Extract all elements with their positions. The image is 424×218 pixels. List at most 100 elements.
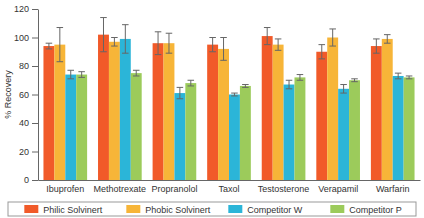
tick-label: Verapamil: [318, 184, 358, 194]
error-bar: [57, 28, 64, 62]
bar: [240, 86, 251, 180]
tick-label: Ibuprofen: [46, 184, 84, 194]
tick: 80: [19, 61, 38, 71]
legend-swatch: [228, 205, 242, 213]
error-bar: [395, 73, 402, 79]
tick: Ibuprofen: [46, 180, 84, 194]
tick-label: Propranolol: [151, 184, 197, 194]
tick-label: Warfarin: [376, 184, 410, 194]
tick-mark: [32, 95, 38, 96]
error-bar: [384, 35, 391, 44]
error-bar: [67, 70, 74, 79]
series: [76, 70, 414, 180]
legend-frame: [8, 202, 416, 216]
bar: [273, 45, 284, 180]
error-bar: [122, 25, 129, 54]
legend-label: Competitor P: [349, 205, 402, 215]
legend: Philic SolvinertPhobic SolvinertCompetit…: [8, 202, 416, 216]
error-bar: [111, 38, 118, 47]
legend-label: Competitor W: [247, 205, 303, 215]
tick-label: Methotrexate: [94, 184, 147, 194]
bar: [164, 43, 175, 180]
plot: 0 20 40 60 80 100 120 Ibuprofen Methotrexate Prop…: [14, 4, 421, 194]
tick-mark: [32, 180, 38, 181]
tick: Verapamil: [318, 180, 358, 194]
legend-swatch: [330, 205, 344, 213]
series: [65, 25, 403, 180]
error-bar: [340, 85, 347, 94]
bar: [76, 75, 87, 180]
error-bar: [286, 80, 293, 89]
tick: Taxol: [218, 180, 239, 194]
tick-mark: [32, 66, 38, 67]
bar: [153, 43, 164, 180]
tick-mark: [32, 9, 38, 10]
bar: [338, 89, 349, 180]
tick: Testosterone: [258, 180, 310, 194]
error-bar: [231, 93, 238, 96]
bar: [294, 77, 305, 180]
bar: [185, 83, 196, 180]
error-bar: [373, 39, 380, 53]
bar: [109, 42, 120, 180]
bar: [218, 49, 229, 180]
bar: [262, 36, 273, 180]
error-bar: [78, 72, 85, 78]
bar: [207, 45, 218, 180]
legend-label: Philic Solvinert: [43, 205, 103, 215]
error-bar: [406, 76, 413, 79]
tick-label: 120: [14, 4, 29, 14]
bar: [54, 45, 65, 180]
y-axis: 0 20 40 60 80 100 120: [14, 4, 39, 185]
bar: [393, 76, 404, 180]
error-bar: [351, 79, 358, 82]
tick-label: 0: [24, 175, 29, 185]
tick: 40: [19, 118, 38, 128]
error-bar: [46, 43, 53, 49]
error-bar: [100, 18, 107, 52]
tick: Warfarin: [376, 180, 410, 194]
error-bar: [297, 75, 304, 81]
tick: 20: [19, 147, 38, 157]
tick-mark: [32, 38, 38, 39]
bar: [371, 46, 382, 180]
tick-label: Testosterone: [258, 184, 310, 194]
legend-swatch: [24, 205, 38, 213]
tick: 60: [19, 90, 38, 100]
error-bar: [166, 33, 173, 53]
error-bar: [242, 85, 249, 88]
bar: [349, 80, 360, 180]
bar: [229, 95, 240, 181]
error-bar: [220, 38, 227, 61]
tick: 120: [14, 4, 38, 14]
marks: [43, 18, 414, 180]
tick: Propranolol: [151, 180, 197, 194]
tick-mark: [32, 123, 38, 124]
bar: [98, 35, 109, 180]
error-bar: [318, 45, 325, 59]
tick: Methotrexate: [94, 180, 147, 194]
bar: [131, 73, 142, 180]
error-bar: [155, 32, 162, 55]
tick-label: 100: [14, 33, 29, 43]
tick-label: 20: [19, 147, 29, 157]
tick-label: 80: [19, 61, 29, 71]
axis-title: % Recovery: [3, 70, 13, 119]
bar: [404, 77, 415, 180]
bar: [382, 39, 393, 180]
tick-label: 60: [19, 90, 29, 100]
error-bar: [188, 80, 195, 86]
tick-mark: [32, 152, 38, 153]
axis-line: [39, 180, 421, 181]
error-bar: [264, 28, 271, 45]
bar: [327, 38, 338, 181]
error-bar: [275, 39, 282, 50]
tick: 100: [14, 33, 38, 43]
bar: [65, 75, 76, 180]
tick: 0: [24, 175, 38, 185]
bar: [316, 52, 327, 180]
legend-swatch: [126, 205, 140, 213]
series: [54, 28, 392, 180]
bar: [120, 39, 131, 180]
bar: [174, 93, 185, 180]
